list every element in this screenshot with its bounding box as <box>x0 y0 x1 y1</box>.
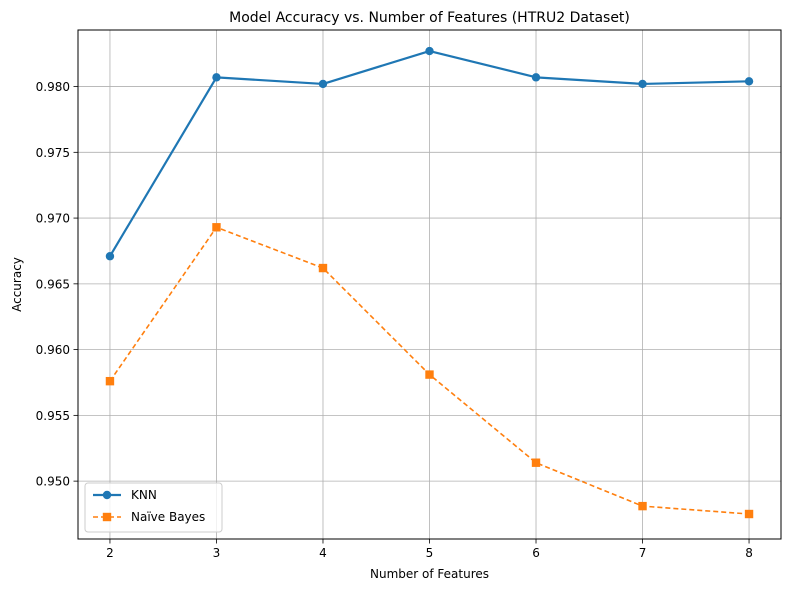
legend-knn-marker <box>102 490 112 500</box>
x-tick-label: 3 <box>213 546 221 560</box>
x-tick-label: 4 <box>319 546 327 560</box>
data-point-naive-bayes <box>105 376 115 386</box>
data-point-naive-bayes <box>744 509 754 519</box>
y-tick-label: 0.975 <box>36 146 70 160</box>
y-tick-label: 0.980 <box>36 80 70 94</box>
data-point-knn <box>531 73 541 82</box>
x-tick-label: 5 <box>426 546 434 560</box>
legend-naive-bayes-marker <box>102 512 112 522</box>
x-tick-label: 6 <box>532 546 540 560</box>
data-point-knn <box>105 252 115 261</box>
data-point-knn <box>638 79 647 89</box>
y-tick-label: 0.970 <box>36 212 70 226</box>
data-point-naive-bayes <box>638 501 647 511</box>
series-layer <box>105 46 754 519</box>
ticks: 2 3 4 5 6 7 8 0.950 0.955 0.960 0.965 0.970 0.975 0.9… <box>36 80 753 560</box>
data-point-knn <box>425 46 434 56</box>
grid <box>78 30 781 539</box>
data-point-naive-bayes <box>425 370 434 379</box>
x-tick-label: 8 <box>745 546 753 560</box>
data-point-naive-bayes <box>531 458 541 467</box>
legend-knn-label: KNN <box>131 488 157 502</box>
legend: KNN Naïve Bayes <box>84 482 223 533</box>
data-point-naive-bayes <box>318 263 328 273</box>
y-tick-label: 0.960 <box>36 343 70 357</box>
y-tick-label: 0.950 <box>36 475 70 489</box>
y-tick-label: 0.955 <box>36 409 70 423</box>
chart-title: Model Accuracy vs. Number of Features (H… <box>229 10 630 26</box>
x-tick-label: 7 <box>639 546 647 560</box>
y-axis-label: Accuracy <box>10 257 24 312</box>
legend-naive-bayes-label: Naïve Bayes <box>131 510 205 524</box>
data-point-knn <box>744 77 754 86</box>
x-tick-label: 2 <box>106 546 114 560</box>
data-point-knn <box>318 79 328 89</box>
data-point-naive-bayes <box>212 223 221 232</box>
x-axis-label: Number of Features <box>370 567 489 581</box>
y-tick-label: 0.965 <box>36 277 70 291</box>
data-point-knn <box>212 73 221 82</box>
